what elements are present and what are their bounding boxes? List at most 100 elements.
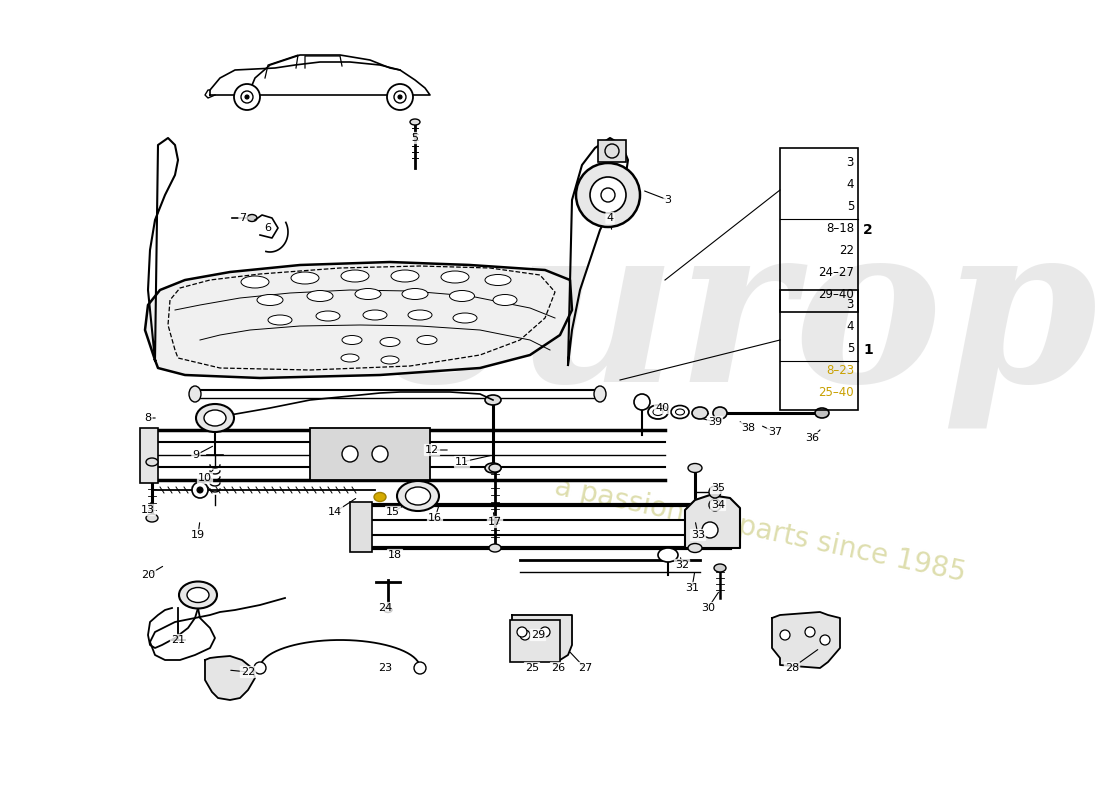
Bar xyxy=(598,140,626,162)
Ellipse shape xyxy=(384,607,392,613)
Circle shape xyxy=(710,486,720,498)
Text: 16: 16 xyxy=(428,513,442,523)
Text: 23: 23 xyxy=(378,663,392,673)
Text: 32: 32 xyxy=(675,560,689,570)
Circle shape xyxy=(805,627,815,637)
Ellipse shape xyxy=(441,271,469,283)
Circle shape xyxy=(241,91,253,103)
Ellipse shape xyxy=(146,458,158,466)
Text: 21: 21 xyxy=(170,635,185,645)
Circle shape xyxy=(372,446,388,462)
Ellipse shape xyxy=(648,405,668,419)
Text: 4: 4 xyxy=(847,320,854,333)
Text: 39: 39 xyxy=(708,417,722,427)
Text: 29–40: 29–40 xyxy=(818,288,854,301)
Ellipse shape xyxy=(594,386,606,402)
Circle shape xyxy=(634,394,650,410)
Ellipse shape xyxy=(248,214,257,222)
Circle shape xyxy=(342,446,358,462)
Circle shape xyxy=(192,482,208,498)
Ellipse shape xyxy=(402,289,428,299)
Ellipse shape xyxy=(189,386,201,402)
Text: 3: 3 xyxy=(847,298,854,311)
Text: 3: 3 xyxy=(847,156,854,169)
Ellipse shape xyxy=(490,464,500,472)
Text: 35: 35 xyxy=(711,483,725,493)
Text: 5: 5 xyxy=(847,200,854,213)
Text: europes: europes xyxy=(375,212,1100,428)
Text: 28: 28 xyxy=(785,663,799,673)
Text: 14: 14 xyxy=(328,507,342,517)
Ellipse shape xyxy=(658,548,678,562)
Text: 8–23: 8–23 xyxy=(826,364,854,377)
Ellipse shape xyxy=(714,564,726,572)
Ellipse shape xyxy=(342,335,362,345)
Text: 22: 22 xyxy=(839,244,854,257)
Polygon shape xyxy=(145,262,572,378)
Ellipse shape xyxy=(485,274,512,286)
Ellipse shape xyxy=(187,587,209,602)
Circle shape xyxy=(245,95,249,99)
Ellipse shape xyxy=(406,487,430,505)
Ellipse shape xyxy=(688,543,702,553)
Bar xyxy=(140,428,158,483)
Text: 24: 24 xyxy=(378,603,392,613)
Text: 27: 27 xyxy=(578,663,592,673)
Text: 5: 5 xyxy=(847,342,854,355)
Ellipse shape xyxy=(381,356,399,364)
Text: 40: 40 xyxy=(654,403,669,413)
Polygon shape xyxy=(772,612,840,668)
Ellipse shape xyxy=(379,338,400,346)
Text: 7: 7 xyxy=(240,213,246,223)
Bar xyxy=(780,290,858,410)
Ellipse shape xyxy=(653,409,663,415)
Bar xyxy=(350,502,372,552)
Ellipse shape xyxy=(692,407,708,419)
Text: 3: 3 xyxy=(664,195,671,205)
Text: 26: 26 xyxy=(551,663,565,673)
Ellipse shape xyxy=(671,406,689,418)
Text: 33: 33 xyxy=(691,530,705,540)
Text: 19: 19 xyxy=(191,530,205,540)
Text: 2: 2 xyxy=(864,223,872,237)
Ellipse shape xyxy=(490,544,500,552)
Circle shape xyxy=(710,499,720,511)
Ellipse shape xyxy=(417,335,437,345)
Ellipse shape xyxy=(341,270,368,282)
Circle shape xyxy=(576,163,640,227)
Bar xyxy=(510,620,560,662)
Text: 8: 8 xyxy=(144,413,152,423)
Text: 1: 1 xyxy=(864,343,872,357)
Bar xyxy=(780,148,858,312)
Polygon shape xyxy=(512,615,572,660)
Ellipse shape xyxy=(292,272,319,284)
Text: 24–27: 24–27 xyxy=(818,266,854,279)
Circle shape xyxy=(254,662,266,674)
Circle shape xyxy=(820,635,830,645)
Ellipse shape xyxy=(453,313,477,323)
Circle shape xyxy=(398,95,402,99)
Ellipse shape xyxy=(241,276,270,288)
Text: 22: 22 xyxy=(241,667,255,677)
Text: 37: 37 xyxy=(768,427,782,437)
Text: 8–18: 8–18 xyxy=(826,222,854,235)
Bar xyxy=(310,428,430,480)
Circle shape xyxy=(197,487,204,493)
Ellipse shape xyxy=(390,270,419,282)
Text: 31: 31 xyxy=(685,583,698,593)
Circle shape xyxy=(590,177,626,213)
Text: 12: 12 xyxy=(425,445,439,455)
Text: 4: 4 xyxy=(847,178,854,191)
Polygon shape xyxy=(685,495,740,548)
Ellipse shape xyxy=(341,354,359,362)
Ellipse shape xyxy=(146,514,158,522)
Text: 36: 36 xyxy=(805,433,820,443)
Circle shape xyxy=(780,630,790,640)
Text: 20: 20 xyxy=(141,570,155,580)
Circle shape xyxy=(702,522,718,538)
Text: 38: 38 xyxy=(741,423,755,433)
Ellipse shape xyxy=(307,290,333,302)
Text: 29: 29 xyxy=(531,630,546,640)
Ellipse shape xyxy=(410,119,420,125)
Ellipse shape xyxy=(179,582,217,609)
